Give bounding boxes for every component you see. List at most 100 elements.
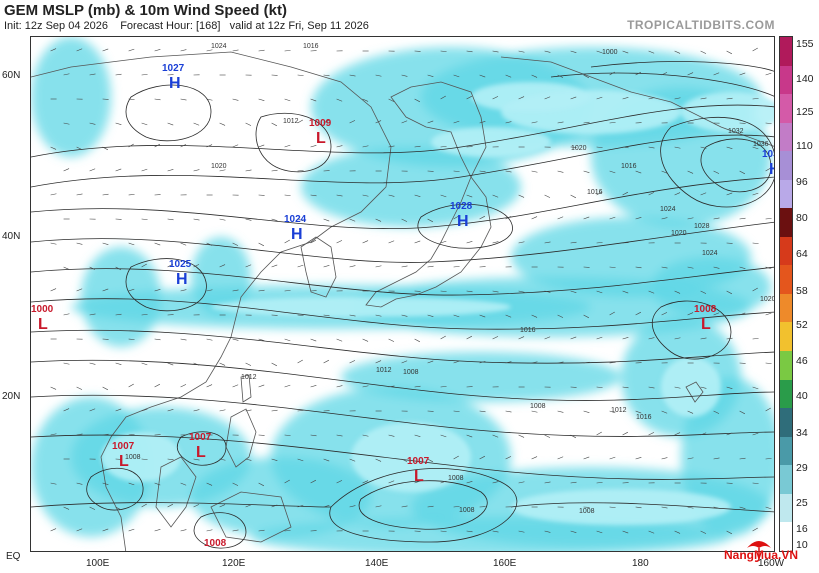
wind-barb [128,48,135,52]
brand-label: TROPICALTIDBITS.COM [627,18,775,32]
wind-barb [388,145,395,148]
wind-barb [310,239,317,244]
colorbar-swatch [780,379,792,409]
colorbar-label: 58 [796,285,808,297]
wind-barb [323,74,330,77]
wind-barb [609,170,616,174]
colorbar-swatch [780,522,792,551]
wind-barb [154,383,161,388]
wind-barb [609,410,616,414]
wind-barb [245,504,252,508]
wind-barb [141,458,148,460]
wind-barb [388,240,395,244]
isobar-label: 1020 [571,145,587,152]
coastline [685,381,704,403]
watermark-text: NangMua.VN [724,548,799,562]
isobar [125,84,212,142]
wind-barb [414,385,421,388]
wind-barb [310,479,317,484]
wind-barb [440,146,447,148]
colorbar-label: 29 [796,462,808,474]
wind-barb [76,48,83,52]
wind-barb [271,122,278,127]
wind-barb [128,482,135,486]
isobars [31,61,774,549]
wind-barb [232,338,239,341]
wind-barb [375,74,382,77]
map-title: GEM MSLP (mb) & 10m Wind Speed (kt) [4,2,287,19]
wind-barb [492,194,499,198]
wind-barb [310,338,317,342]
wind-barb [388,338,395,342]
wind-shade [81,247,161,347]
wind-barb [440,95,446,100]
wind-barb [635,311,642,316]
wind-barb [388,434,395,437]
wind-barb [180,144,187,148]
wind-barb [713,266,720,269]
wind-barb [128,242,135,246]
wind-barb [297,359,303,364]
wind-shade [251,517,731,551]
wind-barb [609,506,616,508]
wind-barb [375,458,382,462]
center-letter: L [701,316,711,333]
wind-barb [102,48,109,52]
wind-barb [401,314,408,317]
wind-barb [388,194,395,197]
wind-barb [739,72,746,76]
wind-barb [284,479,290,484]
wind-barb [401,120,408,124]
colorbar-label: 96 [796,176,808,188]
center-letter: L [414,468,424,485]
wind-barb [76,146,83,150]
wind-barb [635,410,642,414]
wind-barb [466,481,473,484]
wind-barb [648,530,655,534]
wind-barb [401,505,408,508]
wind-barb [245,458,252,461]
wind-barb [323,218,330,222]
wind-barb [154,98,161,101]
colorbar-swatch [780,179,792,209]
colorbar-swatch [780,436,792,466]
wind-shade-core [661,357,721,417]
isobar [31,502,332,508]
wind-barb [115,73,122,76]
wind-barb [167,458,174,461]
wind-barb [466,241,473,244]
wind-barb [583,216,590,220]
wind-barb [154,143,161,148]
colorbar-label: 52 [796,319,808,331]
wind-barb [648,50,655,54]
wind-barb [193,458,200,461]
wind-barb [505,216,512,220]
wind-barb [687,72,694,76]
wind-barb [739,170,746,175]
wind-barb [765,458,772,460]
wind-barb [76,386,83,390]
wind-barb [284,50,291,52]
wind-barb [141,168,148,172]
wind-barb [362,385,369,388]
wind-barb [648,146,655,149]
center-value: 1024 [284,214,307,225]
wind-barb [154,529,161,532]
coastline [155,456,197,528]
wind-barb [63,122,70,125]
coastline [390,81,487,178]
wind-barb [271,218,278,221]
wind-barb [570,194,577,199]
wind-barb [206,482,213,486]
wind-barb [284,239,290,244]
wind-barb [206,144,213,148]
isobar-label: 1008 [579,508,595,515]
wind-barb [687,410,694,414]
wind-barb [609,362,616,364]
center-letter: H [291,226,303,243]
wind-shade-core [211,297,511,317]
wind-barb [531,314,538,318]
wind-barb [674,97,681,100]
